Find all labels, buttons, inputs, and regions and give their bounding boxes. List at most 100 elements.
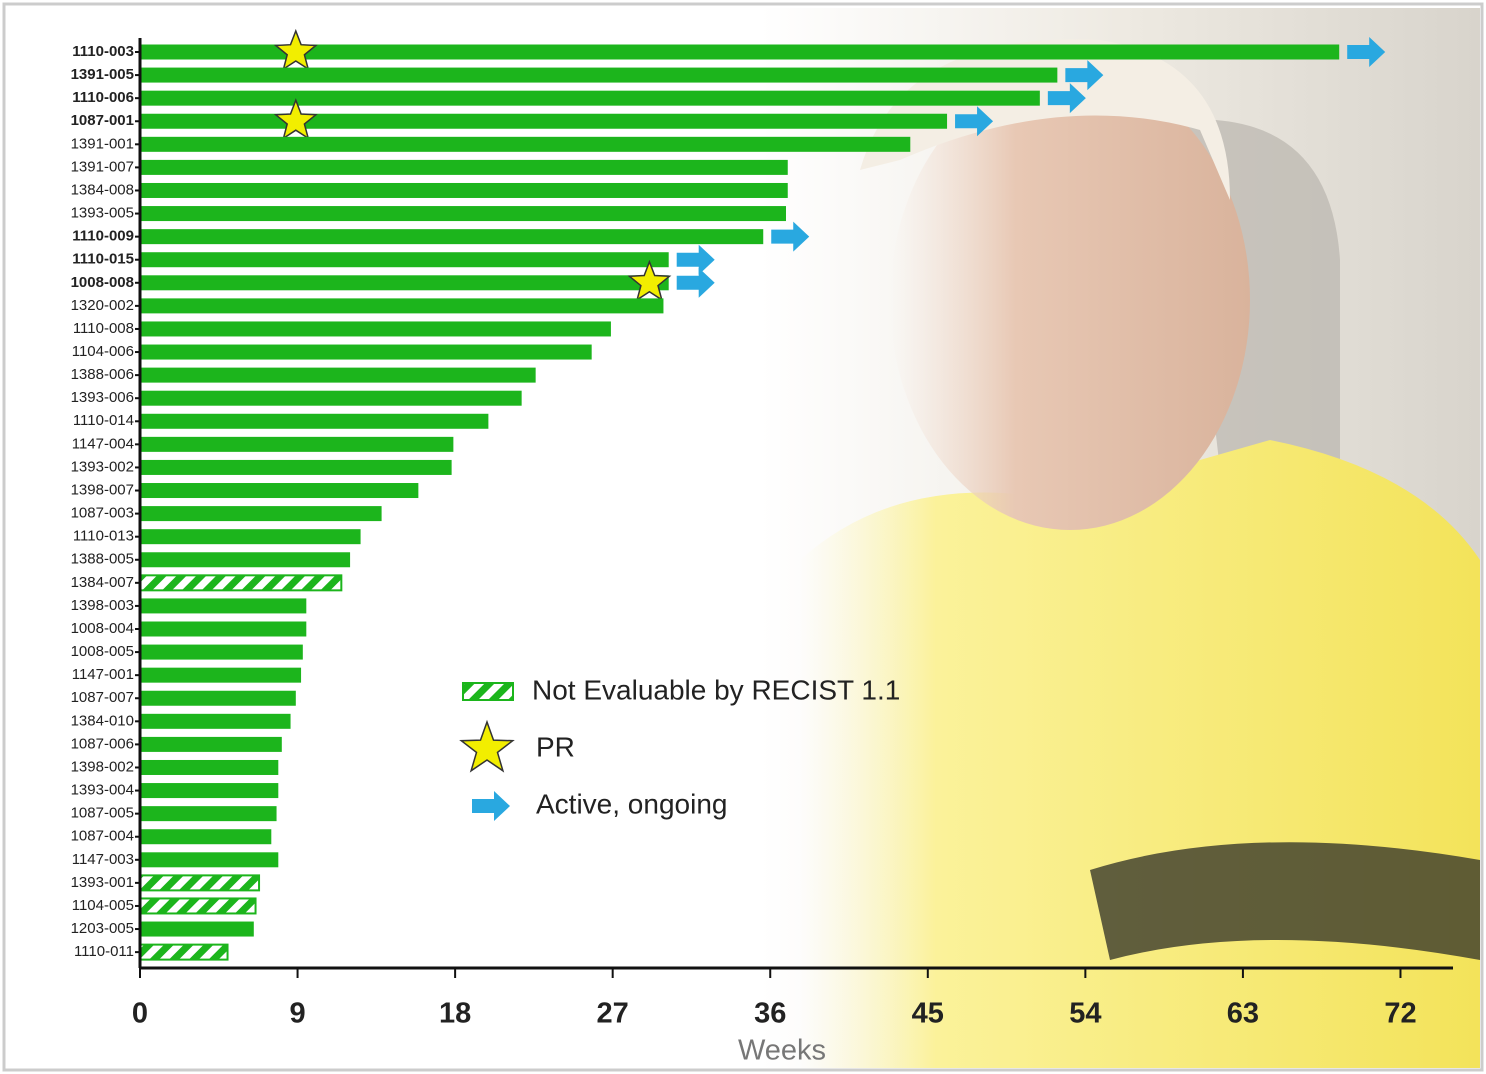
x-tick-label: 36	[754, 998, 786, 1030]
bar	[140, 413, 489, 429]
legend-label: Not Evaluable by RECIST 1.1	[532, 674, 900, 705]
y-tick-label: 1110-015	[72, 251, 134, 268]
bar	[140, 113, 948, 129]
bar	[140, 852, 279, 868]
pr-star	[273, 98, 318, 140]
pr-star	[627, 259, 672, 302]
y-tick-label: 1398-003	[71, 597, 134, 614]
y-tick-label: 1393-001	[71, 874, 134, 891]
y-tick-label: 1087-001	[71, 112, 134, 129]
y-tick-label: 1087-006	[71, 735, 134, 752]
x-tick-label: 18	[439, 998, 471, 1030]
bar	[140, 690, 296, 706]
bar	[140, 713, 291, 729]
bar	[140, 459, 452, 475]
y-tick-label: 1147-003	[72, 851, 134, 868]
x-tick-label: 45	[912, 998, 944, 1030]
y-tick-label: 1087-004	[71, 828, 134, 845]
bar	[140, 206, 786, 222]
y-tick-label: 1104-006	[72, 343, 134, 360]
y-tick-label: 1110-006	[72, 89, 134, 106]
bar	[140, 344, 592, 360]
y-tick-label: 1393-004	[71, 782, 134, 799]
bar	[140, 783, 279, 799]
bar	[140, 829, 272, 845]
bar	[140, 367, 536, 383]
y-tick-label: 1384-010	[71, 712, 134, 729]
bar	[140, 552, 351, 568]
ongoing-arrow	[1347, 37, 1386, 67]
x-tick-label: 63	[1227, 998, 1259, 1030]
bar	[139, 874, 261, 892]
pr-star	[273, 28, 318, 71]
y-tick-label: 1110-009	[72, 228, 134, 245]
bar	[140, 229, 764, 245]
ongoing-arrow	[676, 267, 715, 298]
bar	[140, 506, 382, 522]
x-tick-label: 54	[1069, 998, 1101, 1030]
ongoing-arrow	[1065, 60, 1104, 91]
bar	[140, 921, 254, 937]
bar	[140, 44, 1340, 60]
x-tick-label: 9	[289, 998, 305, 1030]
y-tick-label: 1147-001	[72, 666, 134, 683]
bar	[140, 483, 419, 499]
bar	[140, 136, 911, 152]
y-tick-label: 1388-006	[71, 366, 134, 383]
y-tick-label: 1398-002	[71, 758, 134, 775]
y-tick-label: 1104-005	[72, 897, 134, 914]
bar	[139, 897, 257, 915]
bar	[140, 67, 1058, 83]
bar	[139, 574, 343, 592]
bar	[140, 598, 307, 614]
bar	[140, 667, 302, 683]
y-tick-label: 1384-007	[71, 574, 134, 591]
legend-label: Active, ongoing	[536, 788, 727, 819]
y-tick-label: 1320-002	[71, 297, 134, 314]
y-tick-label: 1110-014	[73, 412, 134, 429]
bar	[139, 943, 229, 961]
legend-star	[459, 719, 515, 773]
y-tick-label: 1398-007	[71, 481, 134, 498]
y-tick-label: 1008-008	[71, 274, 134, 291]
y-tick-label: 1087-003	[71, 505, 134, 522]
bar	[140, 644, 303, 660]
y-tick-label: 1393-006	[71, 389, 134, 406]
y-tick-label: 1391-007	[71, 158, 134, 175]
y-tick-label: 1384-008	[71, 181, 134, 198]
photo-background	[760, 8, 1480, 1068]
legend-arrow	[472, 791, 510, 821]
bar	[140, 159, 788, 175]
y-tick-label: 1393-002	[71, 458, 134, 475]
ongoing-arrow	[955, 106, 994, 137]
bar	[140, 806, 277, 822]
bar	[140, 736, 282, 752]
bar	[140, 621, 307, 637]
y-tick-label: 1110-003	[72, 43, 134, 60]
y-tick-label: 1110-013	[73, 528, 134, 545]
y-tick-label: 1391-001	[71, 135, 134, 152]
ongoing-arrow	[1047, 83, 1086, 114]
ongoing-arrow	[676, 244, 715, 275]
y-tick-label: 1388-005	[71, 551, 134, 568]
legend-hatch	[462, 682, 514, 701]
bar	[140, 182, 788, 198]
bar	[140, 529, 361, 545]
bar	[140, 298, 664, 314]
bar	[140, 252, 669, 268]
y-tick-label: 1147-004	[72, 435, 134, 452]
y-tick-label: 1110-011	[74, 943, 134, 960]
bar	[140, 275, 669, 291]
y-tick-label: 1110-008	[73, 320, 134, 337]
legend-label: PR	[536, 731, 575, 762]
bar	[140, 390, 522, 406]
bar	[140, 436, 454, 452]
y-tick-label: 1391-005	[71, 66, 134, 83]
ongoing-arrow	[771, 221, 810, 252]
y-tick-label: 1087-007	[71, 689, 134, 706]
legend: Not Evaluable by RECIST 1.1 PR Active, o…	[459, 674, 900, 821]
x-tick-label: 0	[132, 998, 148, 1030]
bar	[140, 321, 611, 337]
